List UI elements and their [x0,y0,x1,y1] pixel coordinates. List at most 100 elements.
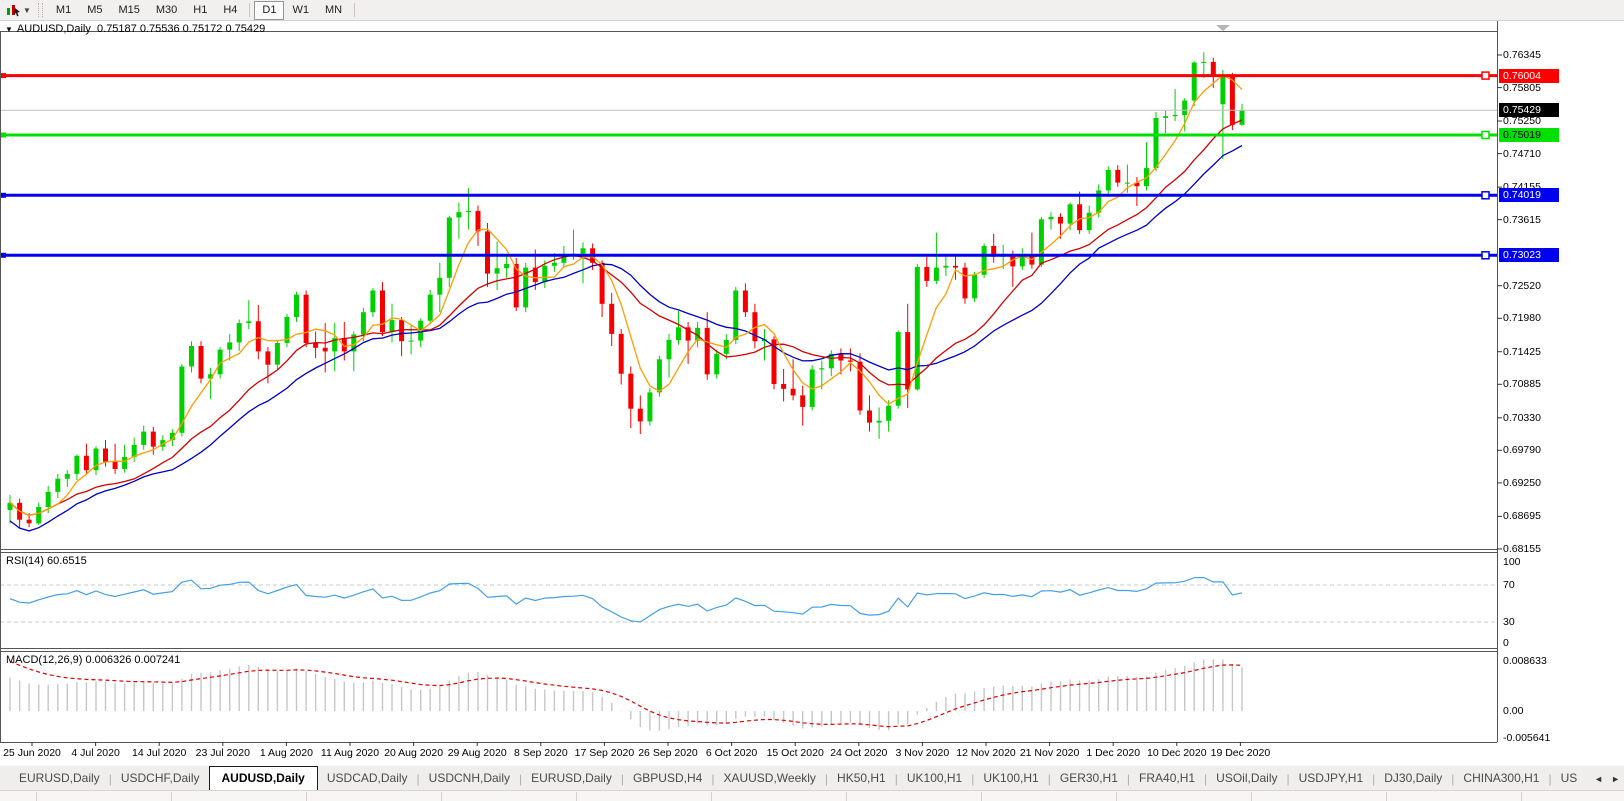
hline-price-label: 0.75019 [1499,128,1559,142]
chart-symbol: AUDUSD,Daily [16,23,91,35]
date-label: 12 Nov 2020 [956,747,1016,759]
price-tick-label: 0.69250 [1503,476,1541,489]
date-label: 26 Sep 2020 [638,747,698,759]
timeframe-button-w1[interactable]: W1 [292,3,309,16]
date-label: 6 Oct 2020 [705,747,758,759]
chart-tab-usoil-daily[interactable]: USOil,Daily [1216,771,1278,785]
price-tick-label: 0.76345 [1503,49,1541,61]
timeframe-button-h1[interactable]: H1 [193,3,208,16]
chart-tab-eurusd-daily[interactable]: EURUSD,Daily [531,771,612,785]
date-label: 17 Sep 2020 [574,747,635,759]
price-tick-label: 0.70885 [1503,378,1541,391]
date-label: 29 Aug 2020 [447,747,507,759]
date-label: 8 Sep 2020 [513,747,568,759]
macd-label: MACD(12,26,9) 0.006326 0.007241 [6,654,181,666]
macd-axis-label: 0.008633 [1503,655,1547,667]
chart-tab-bar: EURUSD,Daily | USDCHF,Daily AUDUSD,Daily USD… [0,765,1624,791]
tab-separator: | [1047,771,1051,786]
chart-tab-hk50-h1[interactable]: HK50,H1 [837,771,886,785]
tab-separator: | [971,771,975,786]
rsi-axis-label: 30 [1503,616,1515,628]
tab-separator: | [620,771,624,786]
tab-separator: | [1286,771,1290,786]
rsi-axis-label: 100 [1503,556,1521,568]
tab-separator: | [519,771,523,786]
chart-tab-ger30-h1[interactable]: GER30,H1 [1059,771,1118,785]
chart-tab-uk100-h1[interactable]: UK100,H1 [906,771,963,785]
toolbar-grip[interactable] [37,3,43,17]
date-label: 20 Aug 2020 [384,747,444,759]
tab-separator: | [108,771,112,786]
chart-cursor-icon[interactable] [3,2,23,18]
timeframe-button-h4[interactable]: H4 [223,3,238,16]
chart-title: ▼ AUDUSD,Daily 0.75187 0.75536 0.75172 0.… [5,23,265,35]
date-label: 1 Dec 2020 [1086,747,1141,759]
timeframe-toolbar: ▼ M1 M5 M15 M30 H1 H4 D1 W1 MN [0,0,1624,21]
chart-tab-audusd-daily[interactable]: AUDUSD,Daily [208,766,318,791]
price-tick-label: 0.73615 [1503,213,1541,226]
date-label: 11 Aug 2020 [320,747,380,759]
price-tick-label: 0.72520 [1503,279,1541,292]
macd-histogram [9,659,1243,731]
collapse-caret-icon[interactable]: ▼ [5,25,13,34]
chart-tab-gbpusd-h4[interactable]: GBPUSD,H4 [632,771,703,785]
ma-slow-line [9,144,1243,532]
price-tick-label: 0.68695 [1503,510,1541,523]
tab-separator: | [1548,771,1552,786]
ma-fast-line [9,74,1243,516]
tab-separator: | [1451,771,1455,786]
chart-tab-dj30-daily[interactable]: DJ30,Daily [1384,771,1443,785]
current-price-label: 0.75429 [1499,103,1559,118]
chart-tab-uk100-h1[interactable]: UK100,H1 [983,771,1039,785]
macd-signal-line [9,660,1243,728]
date-label: 3 Nov 2020 [895,747,950,759]
status-strip [0,790,1624,801]
toolbar-separator [249,3,251,17]
date-label: 24 Oct 2020 [830,747,888,759]
date-label: 23 Jul 2020 [195,747,250,759]
date-label: 1 Aug 2020 [259,747,313,759]
date-label: 25 Jun 2020 [3,747,61,759]
hline-price-label: 0.73023 [1499,248,1559,263]
date-label: 21 Nov 2020 [1019,747,1080,759]
timeframe-button-m1[interactable]: M1 [55,3,72,16]
tab-separator: | [1372,771,1376,786]
chart-tab-fra40-h1[interactable]: FRA40,H1 [1139,771,1196,785]
rsi-axis-label: 0 [1503,637,1509,649]
chart-tab-xauusd-weekly[interactable]: XAUUSD,Weekly [723,771,816,785]
tab-scroll-left-icon[interactable]: ◄ [1594,773,1604,784]
chart-tab-us[interactable]: US [1560,771,1578,785]
chart-tab-usdcnh-daily[interactable]: USDCNH,Daily [428,771,511,785]
chart-tab-usdchf-daily[interactable]: USDCHF,Daily [120,771,200,785]
tab-separator: | [1204,771,1208,786]
date-label: 14 Jul 2020 [132,747,187,759]
timeframe-button-m15[interactable]: M15 [118,3,140,16]
chart-tab-eurusd-daily[interactable]: EURUSD,Daily [19,771,100,785]
chart-tab-usdcad-daily[interactable]: USDCAD,Daily [326,771,408,785]
price-tick-label: 0.75250 [1503,115,1541,127]
tab-separator: | [894,771,898,786]
chart-ohlc: 0.75187 0.75536 0.75172 0.75429 [97,23,266,35]
timeframe-button-m30[interactable]: M30 [155,3,178,16]
timeframe-button-m5[interactable]: M5 [87,3,103,16]
date-label: 4 Jul 2020 [71,747,120,759]
chart-tool-dropdown-caret-icon[interactable]: ▼ [23,5,31,15]
price-tick-label: 0.68155 [1503,542,1541,555]
macd-axis-label: 0.00 [1503,705,1524,717]
tab-separator: | [824,771,829,786]
timeframe-button-d1[interactable]: D1 [254,0,285,20]
ma-mid-line [9,119,1243,516]
chart-tab-china300-h1[interactable]: CHINA300,H1 [1463,771,1540,785]
tab-separator: | [416,771,420,786]
chart-shift-marker-icon[interactable] [1216,25,1230,31]
price-tick-label: 0.71425 [1503,345,1541,358]
tab-scroll-right-icon[interactable]: ► [1611,773,1620,784]
macd-axis-label: -0.005641 [1503,732,1551,744]
price-tick-label: 0.70330 [1503,411,1541,424]
hline-price-label: 0.76004 [1499,68,1559,83]
date-label: 19 Dec 2020 [1210,747,1271,759]
chart-tab-usdjpy-h1[interactable]: USDJPY,H1 [1298,771,1364,785]
timeframe-button-mn[interactable]: MN [324,3,343,16]
toolbar-separator [354,3,356,17]
